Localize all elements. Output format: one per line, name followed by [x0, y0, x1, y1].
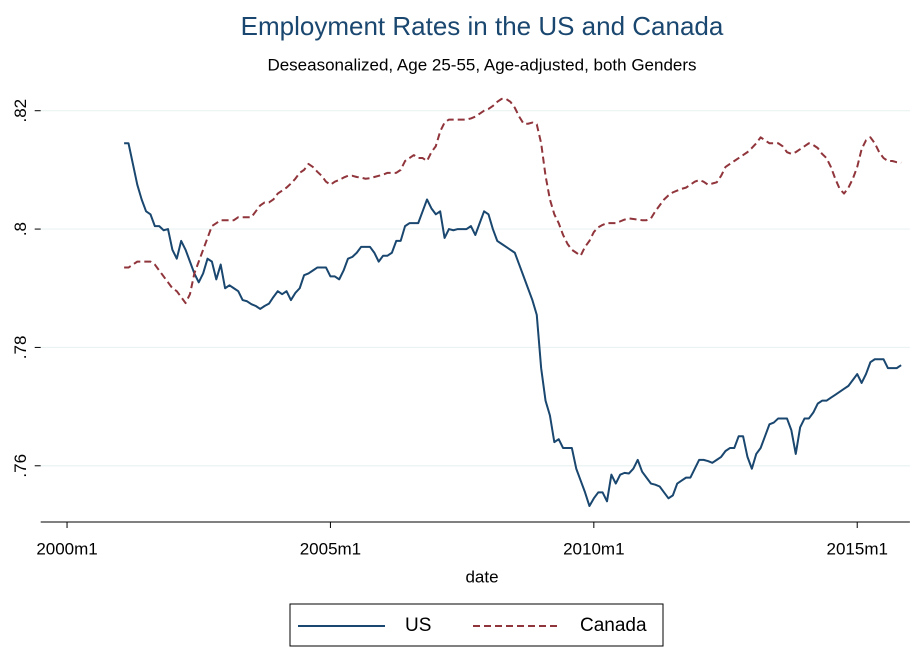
y-tick-label: .82 [11, 99, 30, 123]
x-tick-label: 2005m1 [300, 539, 361, 558]
x-axis-title: date [465, 567, 498, 586]
legend-label: US [405, 615, 431, 636]
data-line [124, 97, 902, 305]
y-tick-label: .8 [11, 222, 30, 236]
y-tick-label: .76 [11, 454, 30, 478]
chart-subtitle: Deseasonalized, Age 25-55, Age-adjusted,… [267, 55, 696, 74]
chart-title: Employment Rates in the US and Canada [241, 11, 724, 41]
x-tick-label: 2000m1 [36, 539, 97, 558]
x-tick-label: 2015m1 [827, 539, 888, 558]
x-tick-label: 2010m1 [563, 539, 624, 558]
data-line [124, 142, 902, 508]
legend-label: Canada [580, 615, 647, 636]
y-tick-label: .78 [11, 336, 30, 360]
